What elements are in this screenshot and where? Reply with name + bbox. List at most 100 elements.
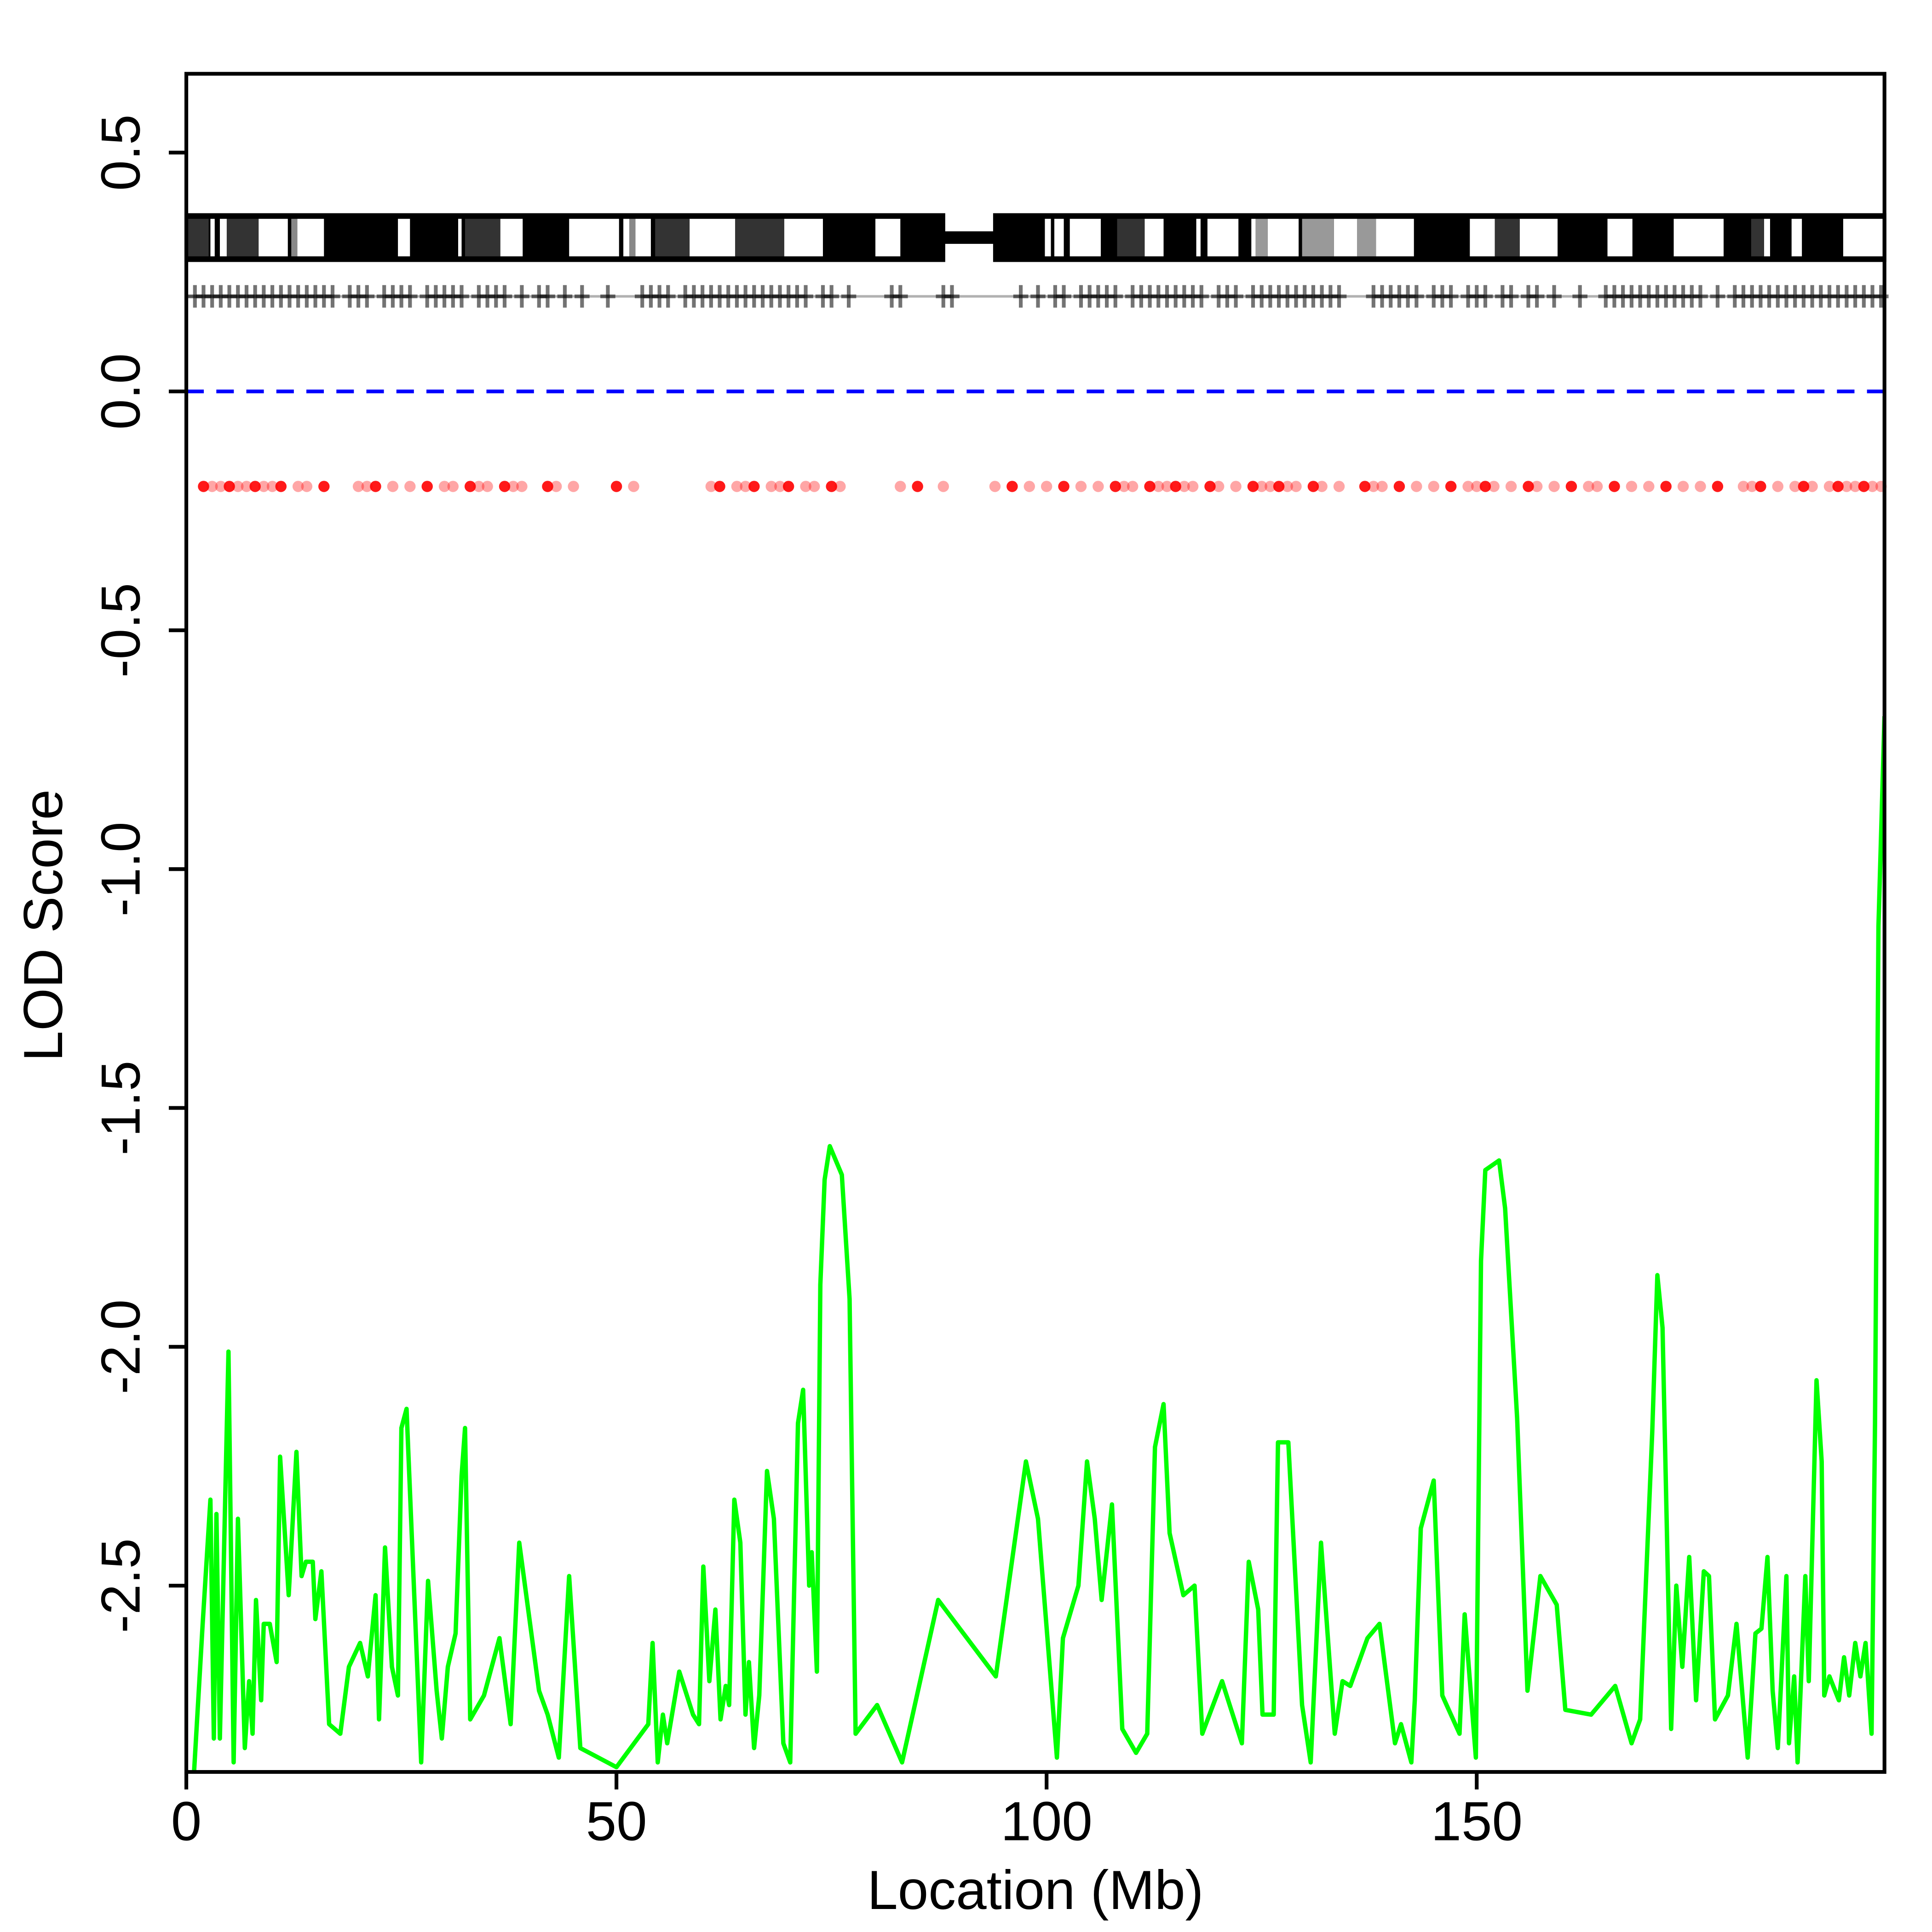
y-tick-label: 0.0 <box>90 353 151 430</box>
snp-dot <box>568 481 579 492</box>
snp-dot <box>705 481 717 492</box>
snp-dot <box>224 481 235 492</box>
chromosome-band <box>1054 218 1064 257</box>
marker <box>1572 285 1587 308</box>
snp-dot <box>1806 481 1818 492</box>
chromosome-band <box>690 218 736 257</box>
snp-dot <box>782 481 794 492</box>
snp-dot <box>1479 481 1491 492</box>
marker <box>1013 285 1029 308</box>
snp-dot <box>1256 481 1267 492</box>
marker <box>1443 285 1459 308</box>
marker <box>575 285 590 308</box>
chromosome-band <box>1791 218 1802 257</box>
snp-dot <box>1282 481 1294 492</box>
snp-dot <box>1273 481 1285 492</box>
snp-dot <box>206 481 218 492</box>
snp-dot <box>1548 481 1560 492</box>
snp-dot <box>1841 481 1852 492</box>
chromosome-band <box>1196 218 1201 257</box>
snp-dot <box>1858 481 1870 492</box>
chromosome-band <box>226 218 259 257</box>
chromosome-band <box>1751 218 1764 257</box>
snp-dot <box>249 481 261 492</box>
snp-dot <box>542 481 553 492</box>
chromosome-band <box>186 218 209 257</box>
snp-dot <box>765 481 777 492</box>
chromosome-band <box>1607 218 1633 257</box>
snp-dot <box>1471 481 1483 492</box>
marker <box>1547 285 1562 308</box>
snp-dot <box>748 481 760 492</box>
chromosome-band <box>465 218 500 257</box>
snp-dot <box>1092 481 1104 492</box>
snp-dot <box>989 481 1001 492</box>
snp-dot <box>714 481 725 492</box>
chromosome-band <box>1302 218 1334 257</box>
chromosome-band <box>1045 218 1051 257</box>
marker <box>798 285 813 308</box>
marker <box>661 285 676 308</box>
y-tick-label: -2.5 <box>90 1538 151 1633</box>
chromosome-band <box>458 218 462 257</box>
x-axis-label: Location (Mb) <box>867 1860 1203 1921</box>
snp-dot <box>1127 481 1138 492</box>
snp-dot <box>809 481 820 492</box>
snp-dot <box>473 481 485 492</box>
snp-dot <box>266 481 278 492</box>
chromosome-band <box>297 218 324 257</box>
marker <box>497 285 512 308</box>
marker <box>1409 285 1424 308</box>
snp-dot <box>1867 481 1878 492</box>
snp-dot <box>1230 481 1242 492</box>
snp-dot <box>438 481 450 492</box>
snp-dot <box>1462 481 1474 492</box>
marker <box>824 285 839 308</box>
snp-dot <box>1247 481 1259 492</box>
snp-dot <box>774 481 786 492</box>
snp-dot <box>1737 481 1749 492</box>
snp-dot <box>1170 481 1181 492</box>
y-tick-label: -1.0 <box>90 822 151 916</box>
snp-dot <box>1161 481 1173 492</box>
chromosome-band <box>629 218 636 257</box>
snp-dot <box>301 481 313 492</box>
snp-dot <box>1677 481 1689 492</box>
marker <box>359 285 375 308</box>
snp-dot <box>731 481 743 492</box>
chromosome-band <box>1251 218 1256 257</box>
marker <box>1331 285 1347 308</box>
marker <box>514 285 529 308</box>
snp-dot <box>937 481 949 492</box>
y-tick-label: -2.0 <box>90 1300 151 1394</box>
snp-dot <box>1041 481 1052 492</box>
snp-dot <box>550 481 562 492</box>
marker <box>557 285 573 308</box>
chromosome-band <box>569 218 619 257</box>
chromosome-band <box>1334 218 1357 257</box>
snp-dot <box>1110 481 1121 492</box>
snp-dot <box>1505 481 1517 492</box>
snp-dot <box>482 481 493 492</box>
snp-dot <box>1712 481 1724 492</box>
chromosome-band <box>500 218 523 257</box>
snp-dot <box>1359 481 1371 492</box>
snp-dot <box>516 481 528 492</box>
marker <box>1030 285 1046 308</box>
snp-dot <box>1849 481 1861 492</box>
snp-dot <box>1772 481 1784 492</box>
chromosome-band <box>635 218 651 257</box>
snp-dot <box>1393 481 1405 492</box>
lod-line <box>192 716 1885 1772</box>
snp-dot <box>1179 481 1190 492</box>
snp-dot <box>1583 481 1594 492</box>
snp-dot <box>1411 481 1422 492</box>
snp-dot <box>1213 481 1225 492</box>
snp-dot <box>1333 481 1345 492</box>
marker <box>1056 285 1071 308</box>
snp-dot <box>912 481 923 492</box>
marker <box>325 285 340 308</box>
snp-dot <box>464 481 476 492</box>
snp-dot <box>1591 481 1603 492</box>
